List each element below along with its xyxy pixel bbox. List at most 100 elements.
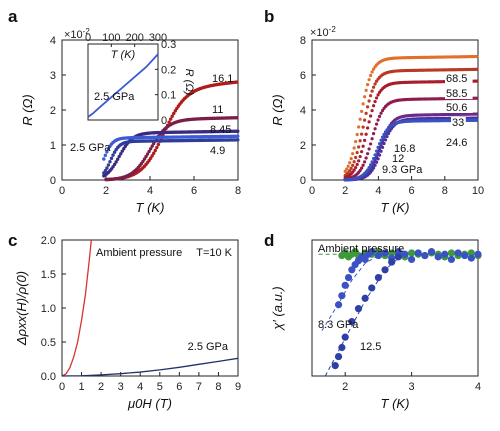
y-tick-label: 0 bbox=[50, 175, 56, 187]
data-point bbox=[148, 156, 153, 160]
inset-x-tick-label: 200 bbox=[125, 32, 143, 44]
inset-y-tick-label: 0.2 bbox=[161, 64, 176, 76]
series-label: 12 bbox=[392, 153, 404, 165]
x-tick-label: 4 bbox=[147, 185, 153, 197]
series-label: Ambient pressure bbox=[318, 243, 404, 255]
data-point bbox=[376, 157, 380, 161]
data-point bbox=[364, 132, 368, 136]
data-point bbox=[371, 85, 376, 89]
series-label: 24.6 bbox=[446, 137, 467, 149]
inset-x-tick-label: 300 bbox=[149, 32, 167, 44]
data-point bbox=[371, 132, 376, 136]
data-point bbox=[382, 141, 386, 146]
data-point bbox=[381, 249, 389, 257]
y-tick-label: 0 bbox=[300, 175, 306, 187]
data-point bbox=[343, 169, 347, 173]
data-point bbox=[352, 146, 356, 150]
y-axis-label: χ′ (a.u.) bbox=[270, 286, 285, 331]
data-point bbox=[475, 112, 479, 116]
inset-y-tick-label: 0 bbox=[161, 115, 167, 127]
data-point bbox=[370, 109, 374, 113]
data-point bbox=[155, 145, 159, 150]
x-tick-label: 4 bbox=[375, 185, 381, 197]
data-point bbox=[374, 160, 379, 164]
data-point bbox=[361, 102, 365, 106]
data-point bbox=[364, 156, 368, 160]
data-point bbox=[156, 142, 161, 147]
data-point bbox=[114, 160, 118, 164]
panel-label-b: b bbox=[264, 7, 274, 26]
data-point bbox=[370, 70, 374, 74]
series-8.3 GPa bbox=[334, 248, 482, 309]
y-tick-label: 1.0 bbox=[41, 303, 56, 315]
data-point bbox=[167, 120, 171, 124]
data-point bbox=[357, 159, 361, 163]
data-point bbox=[354, 139, 358, 144]
data-point bbox=[334, 352, 343, 361]
data-point bbox=[358, 154, 362, 159]
panel-label-c: c bbox=[8, 231, 17, 250]
data-point bbox=[475, 79, 479, 83]
y-tick-label: 0.5 bbox=[41, 337, 56, 349]
y-tick-label: 2 bbox=[300, 140, 306, 152]
inset-x-label: T (K) bbox=[111, 49, 136, 61]
data-point bbox=[351, 152, 355, 156]
x-tick-label: 2 bbox=[103, 185, 109, 197]
inset-x-tick-label: 0 bbox=[85, 32, 91, 44]
x-tick-label: 10 bbox=[472, 185, 484, 197]
data-point bbox=[360, 150, 364, 154]
data-point bbox=[374, 251, 382, 260]
series-line bbox=[61, 357, 239, 377]
data-point bbox=[467, 249, 475, 257]
data-point bbox=[382, 132, 386, 136]
data-point bbox=[371, 156, 376, 161]
data-point bbox=[119, 152, 123, 156]
data-point bbox=[360, 109, 364, 113]
data-point bbox=[115, 157, 120, 161]
label-bg bbox=[445, 73, 473, 84]
data-point bbox=[364, 111, 368, 115]
series-label: 8.45 bbox=[210, 124, 231, 136]
data-point bbox=[150, 154, 154, 158]
data-point bbox=[374, 96, 379, 100]
plot-frame bbox=[61, 239, 239, 377]
data-point bbox=[373, 82, 377, 86]
data-point bbox=[341, 281, 349, 289]
data-point bbox=[108, 160, 112, 164]
data-point bbox=[370, 89, 374, 93]
data-point bbox=[355, 132, 359, 137]
data-point bbox=[235, 116, 239, 120]
y-axis-label: R (Ω) bbox=[20, 94, 35, 126]
data-point bbox=[109, 156, 114, 161]
data-point bbox=[105, 150, 109, 154]
series-68.5 bbox=[343, 54, 479, 173]
x-axis-label: T (K) bbox=[381, 396, 410, 411]
y-tick-label: 8 bbox=[300, 35, 306, 47]
data-point bbox=[370, 160, 374, 164]
x-tick-label: 8 bbox=[215, 381, 221, 393]
data-point bbox=[361, 163, 365, 167]
data-point bbox=[366, 105, 370, 109]
data-point bbox=[355, 150, 359, 155]
y-tick-label: 2.0 bbox=[41, 235, 56, 247]
series-label: 16.1 bbox=[212, 73, 233, 85]
data-point bbox=[368, 73, 373, 78]
series-line bbox=[61, 239, 92, 377]
data-point bbox=[401, 250, 409, 258]
inset-y-tick-label: 0.1 bbox=[161, 90, 176, 102]
data-point bbox=[106, 147, 111, 151]
series-label: 4.9 bbox=[210, 145, 225, 157]
y-tick-label: 2 bbox=[50, 105, 56, 117]
inset-x-tick-label: 100 bbox=[102, 32, 120, 44]
label-bg bbox=[445, 102, 473, 113]
data-point bbox=[434, 253, 442, 261]
y-tick-label: 3 bbox=[50, 70, 56, 82]
data-point bbox=[475, 118, 479, 122]
data-point bbox=[368, 142, 373, 146]
data-point bbox=[447, 255, 456, 264]
data-point bbox=[394, 248, 402, 256]
x-tick-label: 2 bbox=[98, 381, 104, 393]
data-point bbox=[373, 127, 377, 131]
data-point bbox=[408, 249, 416, 257]
inset-y-label: R (Ω) bbox=[183, 69, 195, 96]
